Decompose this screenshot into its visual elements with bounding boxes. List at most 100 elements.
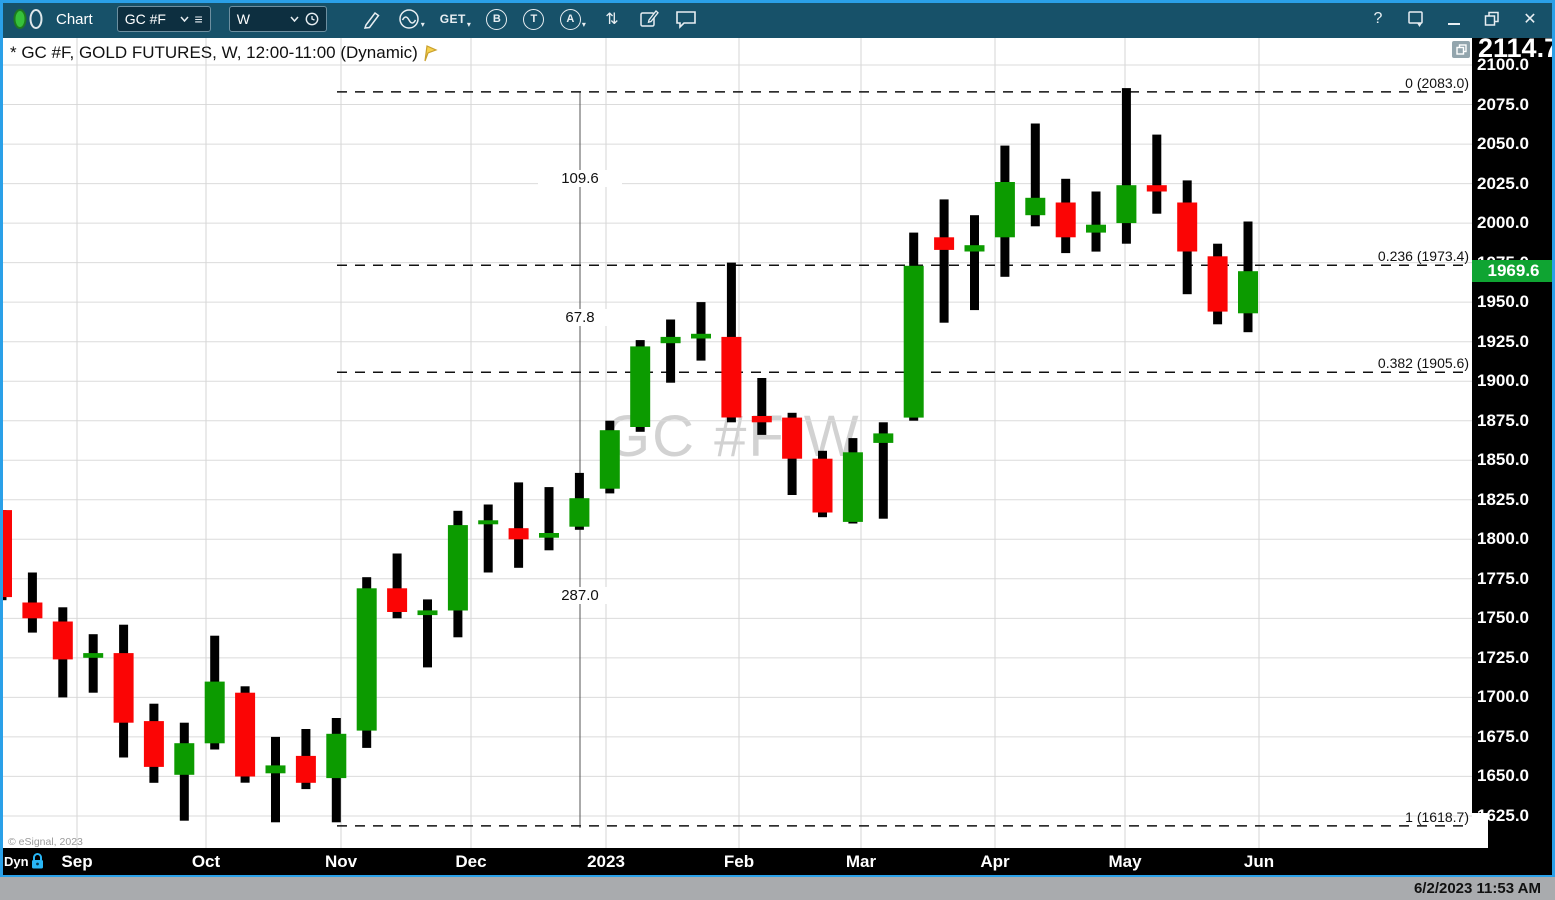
- candlestick-plot[interactable]: [0, 38, 1472, 848]
- status-datetime: 6/2/2023 11:53 AM: [1413, 880, 1541, 897]
- candlestick[interactable]: [22, 602, 43, 619]
- window-layout-icon: [1408, 11, 1423, 27]
- get-data-button[interactable]: GET ▾: [439, 12, 471, 29]
- candle-wick: [939, 199, 949, 323]
- help-button[interactable]: ?: [1373, 10, 1383, 27]
- candlestick[interactable]: [1086, 224, 1106, 233]
- candlestick[interactable]: [387, 588, 408, 612]
- axis-corner-box: [1472, 813, 1488, 848]
- candlestick[interactable]: [1116, 185, 1137, 224]
- price-tick-label: 1800.0: [1477, 529, 1529, 549]
- candle-wick: [88, 634, 98, 693]
- candlestick[interactable]: [842, 452, 863, 522]
- candlestick[interactable]: [599, 430, 620, 489]
- candlestick[interactable]: [0, 510, 12, 598]
- alerts-button[interactable]: A ▾: [559, 7, 586, 31]
- candlestick[interactable]: [964, 245, 985, 252]
- candlestick[interactable]: [660, 336, 681, 344]
- candlestick[interactable]: [539, 533, 559, 538]
- candlestick[interactable]: [326, 733, 347, 779]
- candle-wick: [878, 422, 888, 519]
- candlestick[interactable]: [934, 237, 955, 250]
- fib-level-label[interactable]: 1 (1618.7): [1405, 808, 1469, 825]
- fib-level-label[interactable]: 0.236 (1973.4): [1377, 248, 1469, 265]
- time-axis[interactable]: Dyn Sep Oct Nov Dec 2023 Feb Mar Apr May Jun: [0, 848, 1555, 875]
- candlestick[interactable]: [812, 458, 833, 513]
- candlestick[interactable]: [508, 528, 529, 540]
- candlestick[interactable]: [691, 333, 711, 339]
- candle-wick: [423, 599, 432, 668]
- bar-type-button[interactable]: B: [486, 7, 508, 31]
- copyright-text: © eSignal, 2023: [8, 836, 83, 848]
- candlestick[interactable]: [113, 653, 134, 723]
- candlestick[interactable]: [83, 653, 104, 658]
- candlestick[interactable]: [235, 692, 256, 777]
- symbol-dropdown[interactable]: GC #F ≡: [116, 6, 211, 32]
- fib-level-label[interactable]: 0 (2083.0): [1405, 74, 1469, 91]
- draw-pencil-button[interactable]: [361, 7, 383, 31]
- price-axis[interactable]: 2114.7 2100.02075.02050.02025.02000.0197…: [1472, 32, 1555, 848]
- candlestick[interactable]: [417, 610, 438, 616]
- interval-dropdown[interactable]: W: [228, 6, 327, 32]
- price-tick-label: 1650.0: [1477, 766, 1529, 786]
- candlestick[interactable]: [174, 743, 195, 775]
- candle-wick: [1091, 191, 1101, 252]
- symbol-value: GC #F: [124, 11, 166, 27]
- candlestick[interactable]: [994, 182, 1015, 238]
- candlestick[interactable]: [751, 416, 772, 423]
- price-tick-label: 2075.0: [1477, 94, 1529, 114]
- candlestick[interactable]: [721, 336, 742, 418]
- lock-icon[interactable]: [30, 852, 45, 875]
- candlestick[interactable]: [782, 417, 803, 459]
- fib-level-label[interactable]: 0.382 (1905.6): [1377, 355, 1469, 372]
- candlestick[interactable]: [903, 265, 924, 418]
- pencil-icon: [363, 11, 380, 29]
- clock-icon: [305, 12, 319, 26]
- candlestick[interactable]: [1146, 185, 1167, 192]
- measure-value-label[interactable]: 67.8: [538, 309, 622, 326]
- price-tick-label: 1850.0: [1477, 450, 1529, 470]
- price-tick-label: 1825.0: [1477, 489, 1529, 509]
- menu-icon: ≡: [194, 11, 203, 27]
- measure-value-label[interactable]: 109.6: [538, 170, 622, 187]
- candlestick[interactable]: [143, 721, 164, 767]
- text-tool-button[interactable]: T: [523, 7, 545, 31]
- edit-note-button[interactable]: [638, 7, 660, 31]
- candle-wick: [666, 319, 676, 383]
- price-tick-label: 2100.0: [1477, 55, 1529, 74]
- candlestick[interactable]: [1177, 202, 1198, 252]
- indicator-wave-button[interactable]: ▾: [398, 7, 425, 31]
- candlestick[interactable]: [569, 498, 590, 527]
- candlestick[interactable]: [52, 621, 73, 660]
- candlestick[interactable]: [1238, 271, 1258, 314]
- window-layout-button[interactable]: [1405, 7, 1427, 31]
- candle-wick: [392, 553, 402, 619]
- close-button[interactable]: ✕: [1523, 11, 1537, 28]
- chart-canvas[interactable]: GC #F W * GC #F, GOLD FUTURES, W, 12:00-…: [0, 38, 1472, 848]
- price-tick-label: 1950.0: [1477, 292, 1529, 312]
- candlestick[interactable]: [1025, 197, 1046, 216]
- measure-value-label[interactable]: 287.0: [538, 587, 622, 604]
- maximize-chart-button[interactable]: [1452, 41, 1470, 58]
- candlestick[interactable]: [478, 520, 499, 525]
- swap-arrows-button[interactable]: ⇅: [605, 11, 619, 28]
- window-border: [0, 0, 1555, 3]
- candlestick[interactable]: [447, 525, 468, 611]
- restore-button[interactable]: [1481, 7, 1503, 31]
- candlestick[interactable]: [265, 765, 286, 774]
- candle-wick: [1121, 88, 1131, 244]
- chat-button[interactable]: [675, 7, 697, 31]
- candlestick[interactable]: [356, 588, 377, 731]
- candlestick[interactable]: [630, 346, 651, 427]
- candlestick[interactable]: [873, 433, 894, 443]
- candle-wick: [483, 504, 493, 573]
- candlestick[interactable]: [204, 681, 225, 744]
- month-label: Jun: [1243, 852, 1275, 871]
- candlestick[interactable]: [295, 755, 316, 783]
- minimize-button[interactable]: [1443, 7, 1465, 31]
- candle-wick: [970, 215, 979, 311]
- candlestick[interactable]: [1055, 202, 1076, 238]
- link-indicator-icon[interactable]: [12, 7, 46, 31]
- candlestick[interactable]: [1207, 256, 1228, 312]
- candle-wick: [271, 736, 280, 823]
